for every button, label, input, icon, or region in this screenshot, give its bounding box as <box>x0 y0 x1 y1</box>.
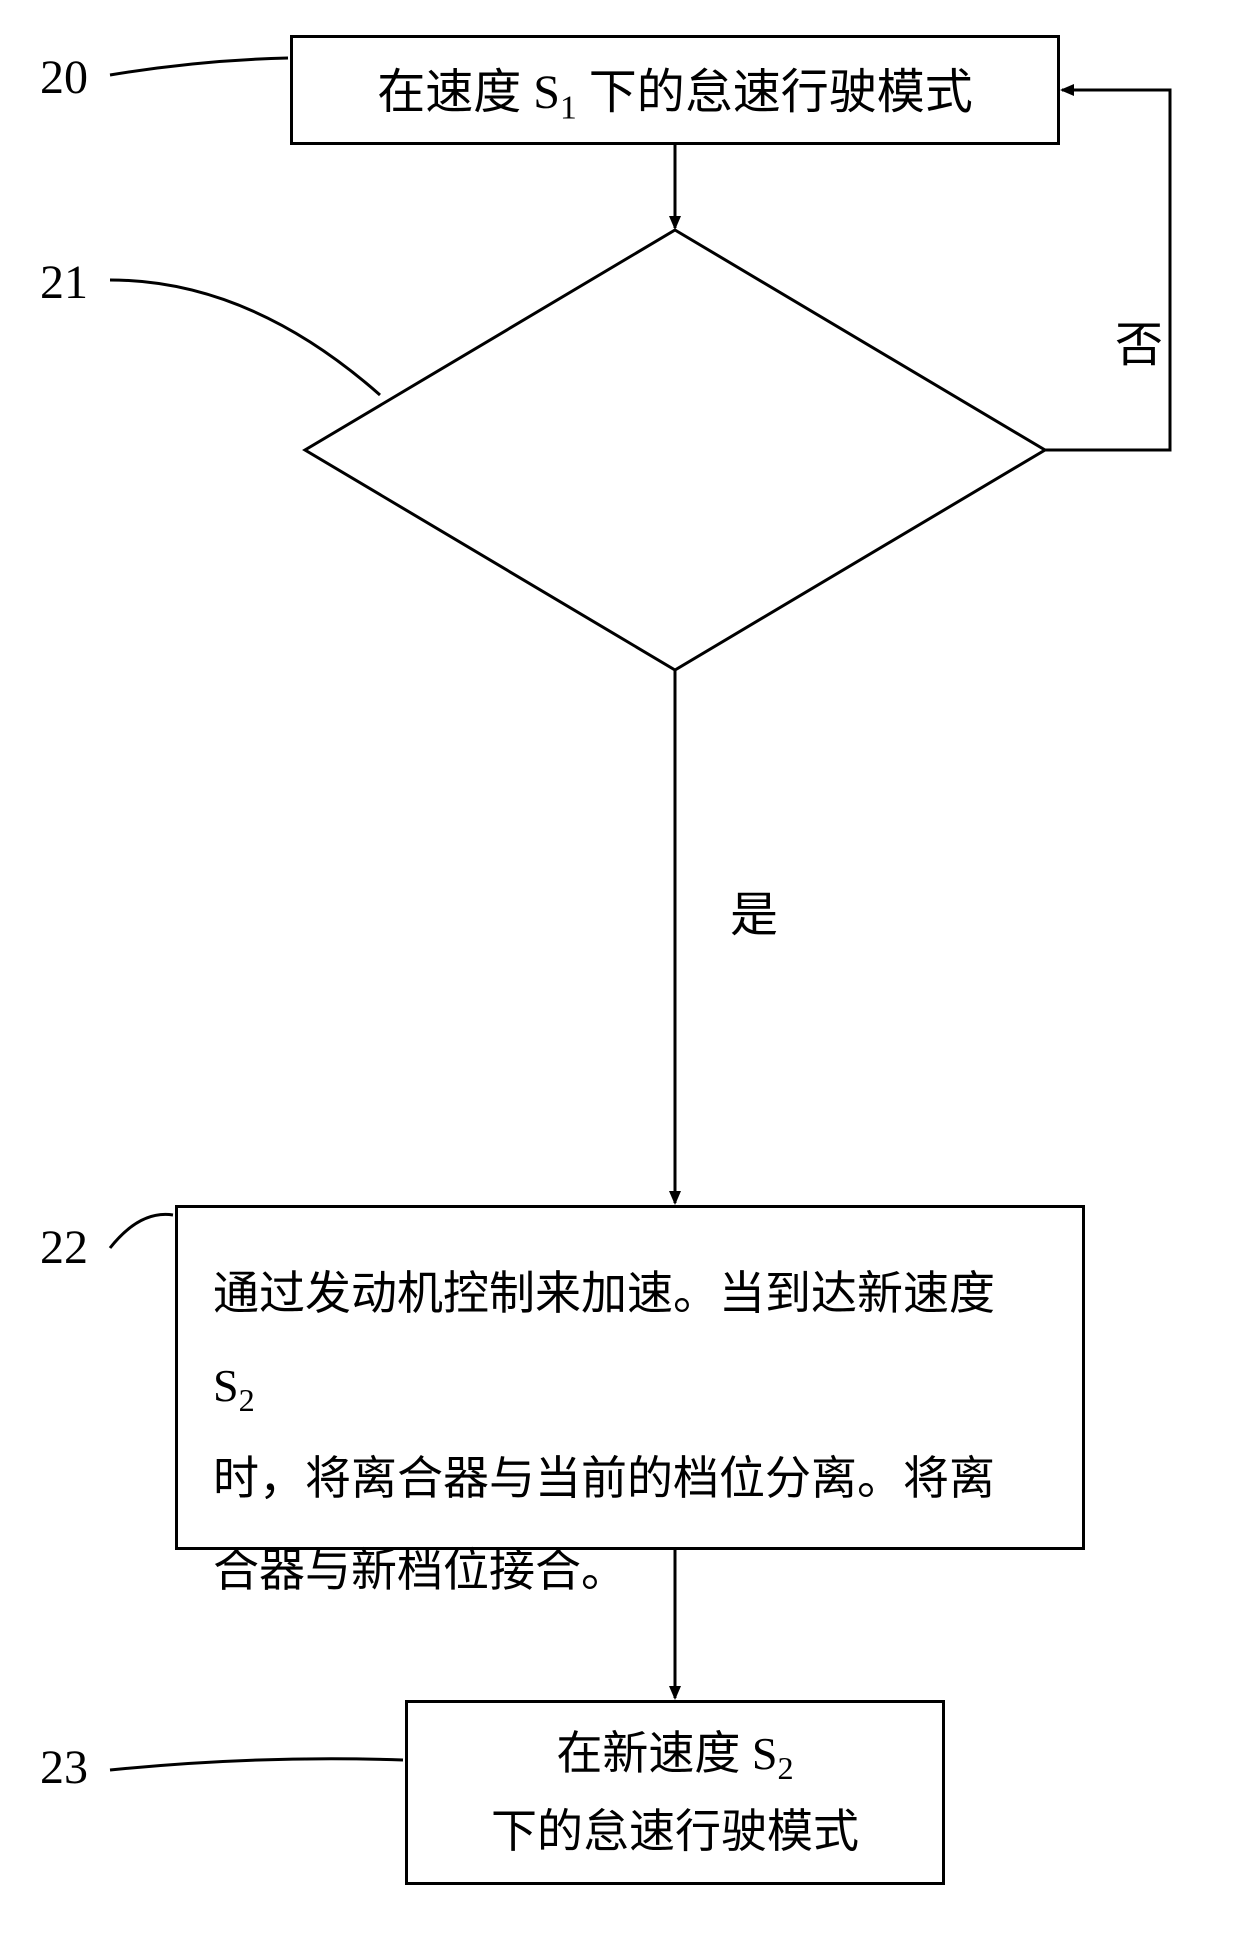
n22-l1v: S <box>213 1360 239 1411</box>
n22-line3: 合器与新档位接合。 <box>213 1525 1047 1617</box>
n20-sub: 1 <box>560 90 577 127</box>
n23-l1v: S <box>752 1728 778 1779</box>
node-22-content: 通过发动机控制来加速。当到达新速度 S2 时，将离合器与当前的档位分离。将离 合… <box>213 1248 1047 1617</box>
callout-23 <box>110 1759 403 1770</box>
label-21-text: 21 <box>40 256 88 309</box>
n21-line1: 是否通过换 <box>305 395 1045 461</box>
node-23-content: 在新速度 S2 下的怠速行驶模式 <box>491 1717 859 1868</box>
n20-suffix: 下的怠速行驶模式 <box>577 66 973 119</box>
node-23-box: 在新速度 S2 下的怠速行驶模式 <box>405 1700 945 1885</box>
n23-line2: 下的怠速行驶模式 <box>491 1795 859 1869</box>
n21-line2: 档控制来要求升档？ <box>305 461 1045 527</box>
label-22-text: 22 <box>40 1221 88 1274</box>
label-20-text: 20 <box>40 51 88 104</box>
n20-var: S <box>533 66 560 119</box>
edge-21-20-no <box>1045 90 1170 450</box>
node-21-label: 21 <box>40 255 88 310</box>
node-21-content: 是否通过换 档控制来要求升档？ <box>305 395 1045 527</box>
node-20-box: 在速度 S1 下的怠速行驶模式 <box>290 35 1060 145</box>
yes-text: 是 <box>730 889 778 942</box>
edge-no-label: 否 <box>1115 305 1163 375</box>
callout-20 <box>110 58 288 75</box>
callout-22 <box>110 1214 173 1248</box>
label-23-text: 23 <box>40 1741 88 1794</box>
n23-l1a: 在新速度 <box>556 1728 752 1779</box>
n23-line1: 在新速度 S2 <box>491 1717 859 1795</box>
n22-l1s: 2 <box>239 1382 255 1418</box>
no-text: 否 <box>1115 319 1163 372</box>
n22-line1: 通过发动机控制来加速。当到达新速度 S2 <box>213 1248 1047 1433</box>
n22-line2: 时，将离合器与当前的档位分离。将离 <box>213 1433 1047 1525</box>
node-22-label: 22 <box>40 1220 88 1275</box>
n20-prefix: 在速度 <box>377 66 533 119</box>
node-23-label: 23 <box>40 1740 88 1795</box>
edge-yes-label: 是 <box>730 875 778 945</box>
flowchart-svg <box>0 0 1241 1934</box>
node-22-box: 通过发动机控制来加速。当到达新速度 S2 时，将离合器与当前的档位分离。将离 合… <box>175 1205 1085 1550</box>
n22-l1a: 通过发动机控制来加速。当到达新速度 <box>213 1268 995 1319</box>
n23-l1s: 2 <box>778 1750 794 1786</box>
node-20-label: 20 <box>40 50 88 105</box>
node-20-content: 在速度 S1 下的怠速行驶模式 <box>377 52 973 128</box>
callout-21 <box>110 280 380 395</box>
